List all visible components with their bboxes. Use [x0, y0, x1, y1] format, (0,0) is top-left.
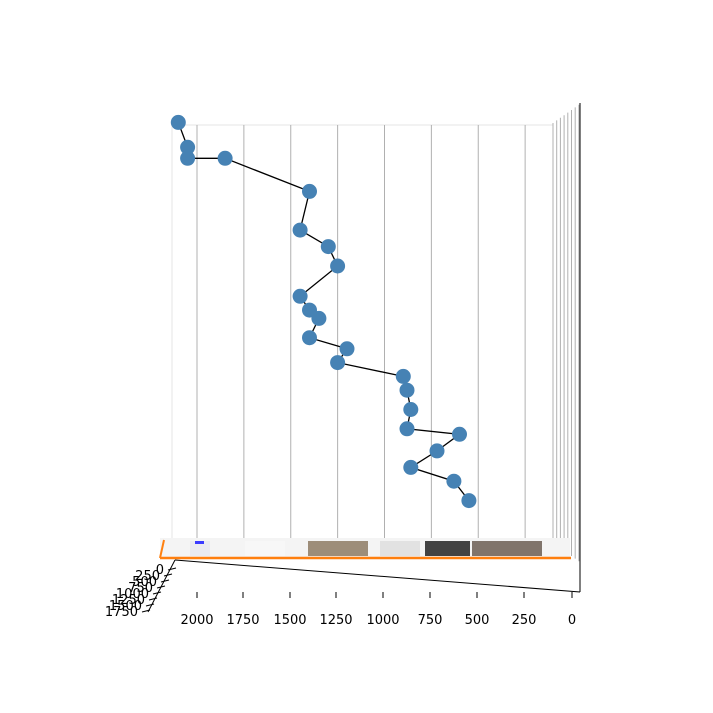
data-point-14 [330, 355, 346, 371]
data-point-16 [399, 382, 415, 398]
x-tick-label: 0 [568, 613, 576, 628]
trajectory-line [177, 122, 470, 501]
x-tick-label: 2000 [180, 613, 213, 628]
data-point-23 [461, 493, 477, 509]
data-point-9 [292, 288, 308, 304]
y-tick-mark [163, 573, 173, 577]
plane-thumbnail [308, 541, 368, 556]
plane-thumbnail [380, 541, 420, 556]
y-tick-mark [152, 591, 162, 595]
y-tick-label: 1750 [105, 605, 138, 620]
y-tick-label: 1500 [109, 599, 142, 614]
data-point-11 [311, 310, 327, 326]
data-point-20 [429, 443, 445, 459]
y-tick-label: 1250 [112, 593, 145, 608]
data-point-7 [320, 239, 336, 255]
y-tick-mark [160, 579, 170, 583]
data-point-21 [403, 459, 419, 475]
data-point-3 [180, 150, 196, 166]
x-tick-label: 500 [465, 613, 490, 628]
data-point-6 [292, 222, 308, 238]
data-point-8 [330, 258, 346, 274]
plane-left-edge [159, 539, 165, 559]
y-tick-mark [148, 597, 158, 601]
x-tick-label: 1000 [366, 613, 399, 628]
y-tick-mark [156, 585, 166, 589]
x-tick-label: 750 [418, 613, 443, 628]
plane-thumbnail-mark [195, 541, 204, 544]
back-pane [171, 124, 553, 540]
data-point-15 [395, 368, 411, 384]
x-tick-label: 1500 [273, 613, 306, 628]
y-tick-mark [145, 603, 155, 607]
plane-thumbnail [425, 541, 470, 556]
y-tick-mark [167, 567, 177, 571]
data-point-2 [180, 139, 196, 155]
series-line [177, 122, 470, 501]
axis-lines [147, 103, 581, 613]
x-axis-line [174, 559, 581, 593]
data-point-12 [302, 330, 317, 346]
data-point-22 [446, 473, 462, 489]
data-point-17 [403, 402, 419, 417]
image-plane [159, 538, 571, 560]
y-axis-line [147, 559, 176, 613]
plane-thumbnail [245, 541, 285, 556]
plane-thumbnail [190, 541, 210, 556]
data-point-1 [170, 114, 186, 130]
y-tick-label: 1000 [116, 587, 149, 602]
y-tick-label: 750 [128, 581, 153, 596]
series-points [170, 114, 477, 509]
y-tick-mark [141, 609, 151, 613]
x-tick-label: 250 [512, 613, 537, 628]
x-tick-label: 1750 [226, 613, 259, 628]
data-point-4 [217, 150, 233, 166]
data-point-13 [339, 341, 355, 357]
data-point-5 [302, 183, 317, 199]
y-tick-label: 250 [135, 569, 160, 584]
data-point-19 [452, 426, 467, 442]
x-axis-ticks: 2000 1750 1500 1250 1000 750 500 250 0 [180, 592, 576, 628]
data-point-18 [399, 421, 415, 437]
plane-thumbnail [472, 541, 542, 556]
x-tick-label: 1250 [319, 613, 352, 628]
y-tick-label: 500 [132, 575, 157, 590]
grid-lines [196, 104, 580, 562]
y-tick-label: 0 [156, 563, 164, 578]
